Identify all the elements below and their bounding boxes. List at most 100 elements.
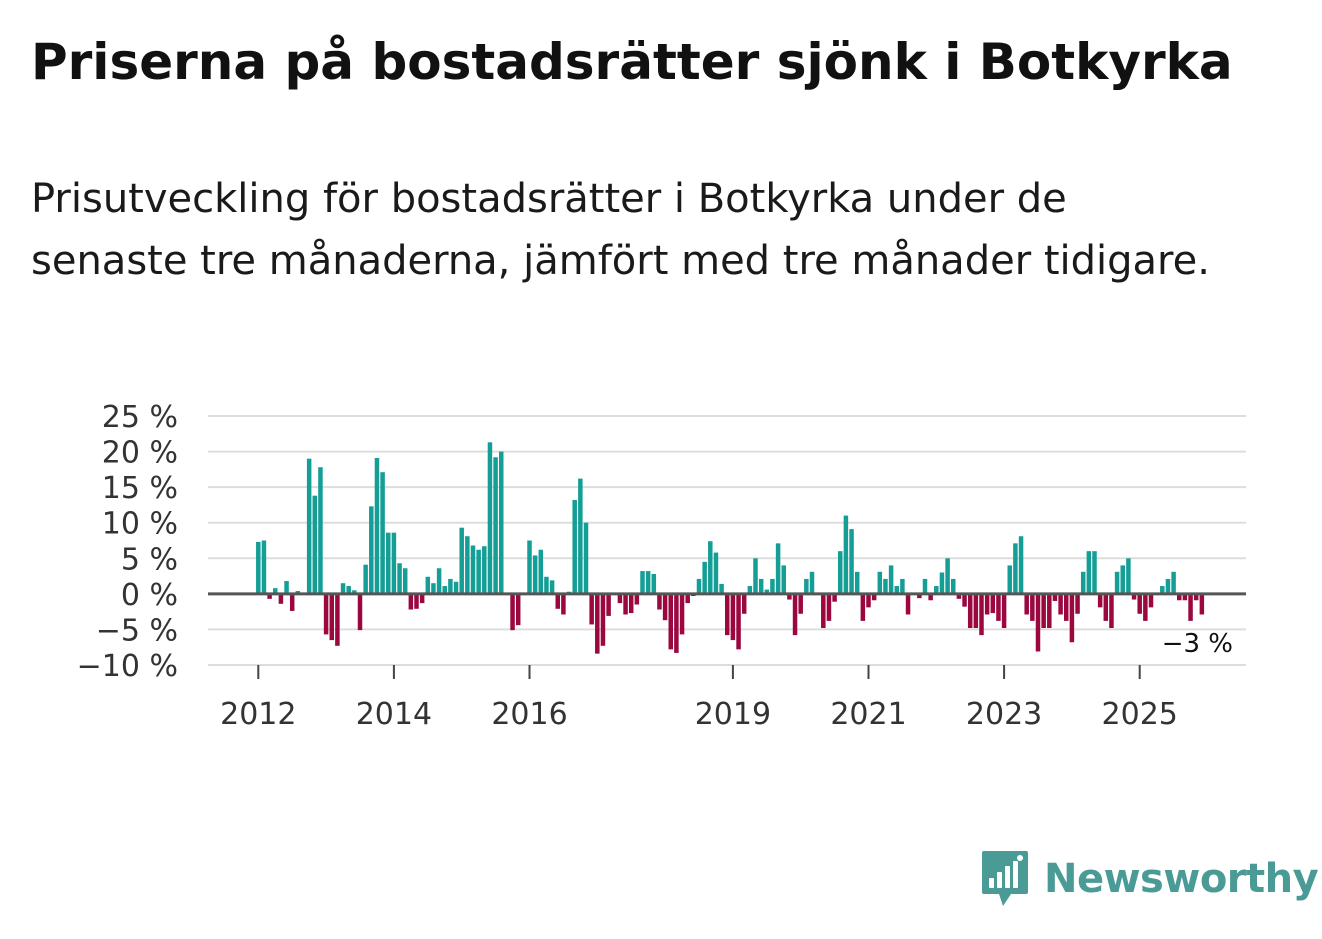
bar <box>854 571 860 594</box>
y-tick-label: −10 % <box>77 649 178 684</box>
last-value-label: −3 % <box>1162 629 1233 659</box>
bar <box>357 593 363 631</box>
x-tick-label: 2012 <box>220 697 296 732</box>
y-tick-label: 20 % <box>102 436 178 471</box>
bar <box>1199 593 1205 615</box>
bar <box>871 593 877 601</box>
bar <box>775 543 781 594</box>
bar <box>866 593 871 608</box>
bar <box>894 586 899 594</box>
y-tick-label: −5 % <box>96 613 178 648</box>
bar <box>781 565 786 594</box>
bar <box>278 593 284 604</box>
bar <box>713 552 719 594</box>
bar <box>826 593 832 621</box>
bar <box>346 586 351 594</box>
bar <box>1171 571 1176 594</box>
bar <box>640 571 645 594</box>
bar <box>318 467 323 594</box>
x-tick-label: 2023 <box>966 697 1042 732</box>
bar <box>487 442 493 594</box>
brand-name: Newsworthy <box>1044 856 1319 902</box>
bar <box>1097 593 1103 608</box>
bar <box>532 555 538 594</box>
newsworthy-logo: Newsworthy <box>980 848 1319 910</box>
bar <box>764 589 770 594</box>
bar <box>555 593 560 609</box>
bar <box>1069 593 1075 643</box>
bar <box>510 593 515 631</box>
bar <box>928 593 933 601</box>
bar <box>645 571 651 594</box>
bar <box>792 593 798 636</box>
bar <box>617 593 623 604</box>
bar <box>1030 593 1035 621</box>
bar <box>273 588 278 594</box>
bar <box>600 593 606 646</box>
bar <box>758 578 764 594</box>
x-tick-label: 2021 <box>830 697 906 732</box>
bar <box>572 499 577 594</box>
bar <box>1103 593 1109 621</box>
bar <box>996 593 1001 621</box>
bar <box>877 571 883 594</box>
bar <box>821 593 826 629</box>
bar <box>1013 543 1018 594</box>
bar <box>804 578 809 594</box>
bar <box>369 506 374 594</box>
bar <box>1193 593 1199 601</box>
bar <box>668 593 673 650</box>
bar <box>595 593 600 654</box>
bar <box>391 532 397 594</box>
bar <box>374 457 380 594</box>
bar <box>1080 571 1086 594</box>
bar <box>1109 593 1114 629</box>
bar <box>1064 593 1069 621</box>
bar <box>470 545 476 594</box>
bar <box>945 558 950 594</box>
bar <box>1126 558 1131 594</box>
bar <box>312 495 318 594</box>
bar <box>340 583 346 594</box>
x-tick-label: 2019 <box>695 697 771 732</box>
bar <box>329 593 334 641</box>
bar <box>838 551 843 594</box>
bar <box>1137 593 1142 614</box>
bar <box>1007 565 1012 594</box>
x-tick-label: 2016 <box>491 697 567 732</box>
bar <box>1041 593 1046 629</box>
bar <box>685 593 690 604</box>
bar <box>939 572 945 594</box>
bar <box>1035 593 1041 652</box>
bar <box>900 578 905 594</box>
bar <box>453 581 459 594</box>
bar <box>289 593 295 611</box>
newsworthy-logo-icon <box>982 851 1028 906</box>
y-tick-label: 5 % <box>121 542 178 577</box>
bar <box>905 593 911 615</box>
bar <box>538 549 544 594</box>
bar <box>1148 593 1154 608</box>
bar <box>1120 565 1125 594</box>
bar <box>708 541 713 594</box>
bar <box>335 593 340 646</box>
bar <box>1114 571 1120 594</box>
bar <box>934 586 939 594</box>
bar <box>397 563 402 594</box>
bar <box>1024 593 1029 615</box>
bar <box>352 590 357 594</box>
bar <box>951 578 956 594</box>
bar <box>798 593 803 614</box>
bar <box>1075 593 1080 614</box>
bar <box>696 578 702 594</box>
bar <box>323 593 329 635</box>
bar <box>544 576 549 594</box>
bar <box>922 578 928 594</box>
bar <box>436 568 442 594</box>
bar <box>1018 536 1024 594</box>
bar <box>419 593 425 604</box>
bar <box>628 593 634 614</box>
bar <box>425 576 431 594</box>
bar <box>809 571 815 594</box>
